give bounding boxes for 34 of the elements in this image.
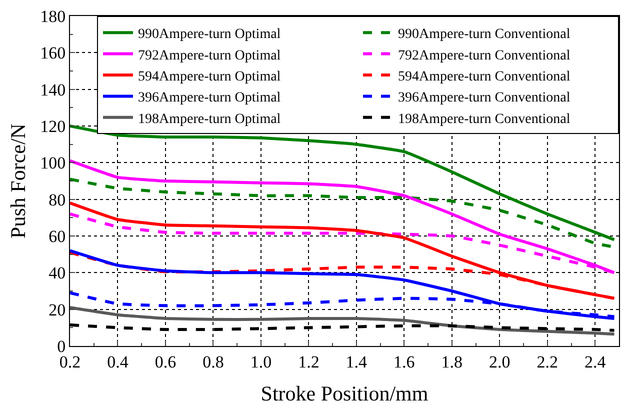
y-tick-label: 40 xyxy=(48,264,66,283)
x-tick-label: 0.4 xyxy=(107,352,129,372)
y-tick-label: 120 xyxy=(40,116,66,136)
y-tick-label: 80 xyxy=(48,190,66,210)
legend-label: 198Ampere-turn Optimal xyxy=(138,112,281,127)
y-tick-label: 100 xyxy=(40,154,66,173)
y-tick-label: 160 xyxy=(40,44,66,63)
x-tick-label: 0.6 xyxy=(154,352,176,372)
legend-label: 396Ampere-turn Conventional xyxy=(398,90,570,106)
x-tick-label: 1.8 xyxy=(441,352,463,372)
y-tick-label: 140 xyxy=(40,80,66,100)
x-tick-label: 1.0 xyxy=(250,352,272,372)
legend-label: 198Ampere-turn Conventional xyxy=(398,112,570,127)
legend-label: 990Ampere-turn Conventional xyxy=(398,27,570,42)
legend-label: 792Ampere-turn Optimal xyxy=(138,48,281,64)
x-tick-label: 2.0 xyxy=(489,352,510,372)
legend-label: 396Ampere-turn Optimal xyxy=(138,90,281,106)
y-tick-label: 20 xyxy=(48,300,66,320)
x-tick-label: 0.8 xyxy=(202,352,224,372)
y-tick-label: 180 xyxy=(40,6,66,26)
x-tick-label: 1.6 xyxy=(394,352,415,372)
x-tick-label: 2.4 xyxy=(584,352,606,372)
x-axis-title: Stroke Position/mm xyxy=(260,382,428,406)
legend-label: 792Ampere-turn Conventional xyxy=(398,48,570,64)
legend-label: 594Ampere-turn Conventional xyxy=(398,69,570,84)
y-tick-label: 60 xyxy=(48,226,66,246)
legend-label: 594Ampere-turn Optimal xyxy=(138,69,281,84)
line-series xyxy=(70,124,616,242)
x-tick-label: 1.4 xyxy=(346,352,368,372)
x-tick-label: 2.2 xyxy=(536,352,558,372)
legend-label: 990Ampere-turn Optimal xyxy=(138,27,281,42)
line-series xyxy=(70,306,616,336)
x-tick-label: 1.2 xyxy=(298,352,320,372)
y-axis-title: Push Force/N xyxy=(6,124,30,238)
